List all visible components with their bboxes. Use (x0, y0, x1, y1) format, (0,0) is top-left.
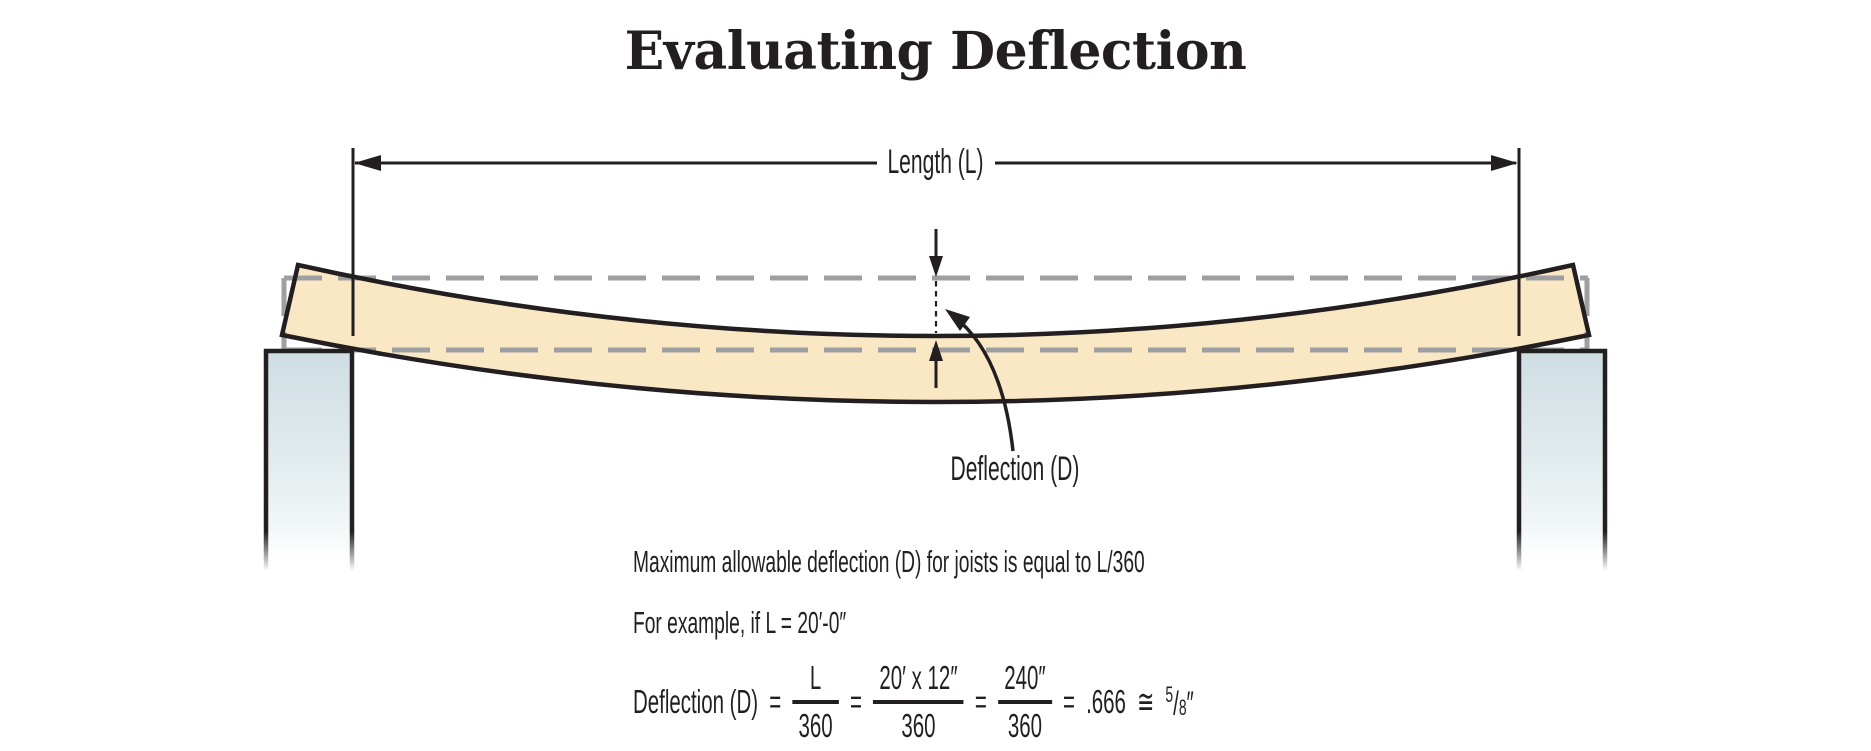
fraction-bar (792, 700, 839, 704)
result-fraction-slash: / (1173, 684, 1179, 722)
congruent-symbol: ≅ (1137, 682, 1155, 720)
left-post (263, 348, 355, 571)
leader-arrowhead-icon (945, 309, 970, 331)
deflected-beam-fill (282, 265, 1589, 402)
deflection-measure-marks (929, 229, 943, 388)
up-arrowhead-icon (929, 340, 943, 361)
length-label: Length (L) (785, 143, 1085, 181)
note-max-allowable-deflection: Maximum allowable deflection (D) for joi… (633, 544, 1145, 579)
length-label-text: Length (L) (886, 143, 984, 181)
result-fraction-numerator: 5 (1165, 681, 1174, 707)
deflection-label-text: Deflection (D) (950, 450, 1080, 488)
left-arrowhead-icon (354, 155, 381, 171)
equals-sign: = (1062, 682, 1075, 720)
equals-sign: = (769, 682, 782, 720)
inches-mark: ″ (1186, 684, 1194, 722)
deflected-beam-outline (279, 262, 1592, 405)
formula-lhs: Deflection (D) (633, 682, 759, 720)
fraction-bar (873, 700, 964, 704)
deflection-label: Deflection (D) (865, 450, 1165, 488)
down-arrowhead-icon (929, 256, 943, 277)
equals-sign: = (850, 682, 863, 720)
extension-lines (351, 148, 1521, 336)
right-post (1516, 348, 1608, 571)
result-decimal: .666 (1086, 682, 1126, 720)
deflection-formula: Deflection (D) = L 360 = 20′ x 12″ 360 =… (633, 656, 1194, 748)
result-fraction: 5/8″ (1165, 681, 1194, 722)
note-example-length: For example, if L = 20′-0″ (633, 605, 847, 640)
fraction-20x12-over-360: 20′ x 12″ 360 (873, 659, 964, 744)
right-arrowhead-icon (1491, 155, 1518, 171)
page-title: Evaluating Deflection (624, 21, 1247, 82)
fraction-240-over-360: 240″ 360 (998, 659, 1052, 744)
result-fraction-denominator: 8 (1178, 694, 1187, 720)
fraction-bar (998, 700, 1052, 704)
equals-sign: = (974, 682, 987, 720)
fraction-L-over-360: L 360 (792, 659, 839, 744)
